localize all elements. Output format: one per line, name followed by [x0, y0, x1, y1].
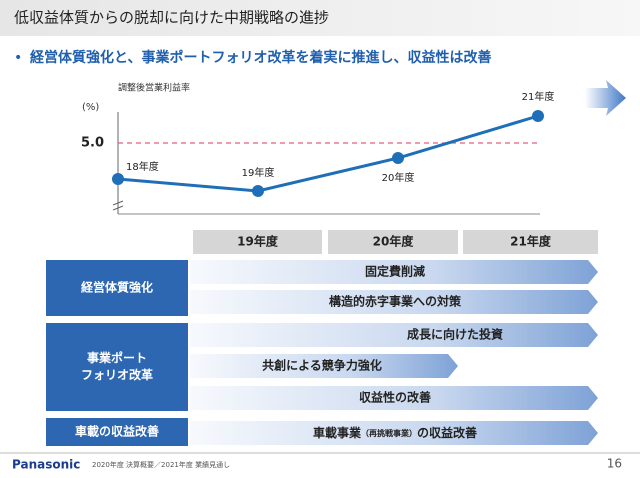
column-header: [193, 230, 322, 254]
initiative-text: 共創による競争力強化: [262, 358, 382, 373]
initiative-text-part: の収益改善: [417, 425, 477, 440]
column-header: [463, 230, 598, 254]
y-axis-title: 調整後営業利益率: [118, 82, 190, 94]
row-group-label: 車載の収益改善: [75, 424, 159, 439]
line: [117, 114, 539, 193]
initiative-arrow: [190, 354, 458, 378]
point-label: 19年度: [242, 166, 275, 179]
point: [112, 173, 124, 185]
initiative-text: 車載事業（再挑戦事業）の収益改善: [313, 425, 477, 440]
column-header-text: 21年度: [510, 234, 552, 249]
initiative-text: 固定費削減: [365, 264, 425, 279]
page-number: 16: [607, 457, 622, 471]
initiative-text: 成長に向けた投資: [407, 327, 503, 342]
initiative-text: 構造的赤字事業への対策: [329, 294, 462, 309]
initiative-arrow: [190, 323, 598, 347]
title-bar: [0, 0, 640, 36]
initiative-arrow: [190, 260, 598, 284]
column-header-text: 19年度: [237, 234, 279, 249]
row-group-label: 事業ポート: [87, 350, 147, 365]
point-label: 21年度: [522, 90, 555, 103]
axis-break: [112, 205, 124, 211]
initiative-arrow: [190, 386, 598, 410]
initiative-text-part: 車載事業: [313, 425, 362, 440]
y-unit: (%): [82, 102, 99, 113]
point: [392, 152, 404, 164]
initiative-text-part: （再挑戦事業）: [361, 428, 417, 438]
bullet-dot: •: [14, 50, 22, 66]
point: [252, 185, 264, 197]
column-header-text: 20年度: [373, 234, 415, 249]
row-group-label: フォリオ改革: [81, 367, 153, 382]
row-group: [46, 418, 188, 446]
row-group: [46, 260, 188, 316]
axis-break: [112, 200, 124, 206]
column-header: [328, 230, 458, 254]
logo: Panasonic: [12, 458, 80, 472]
point-label: 20年度: [382, 171, 415, 184]
y-tick-label: 5.0: [81, 136, 104, 151]
row-group: [46, 323, 188, 411]
slide-title: 低収益体質からの脱却に向けた中期戦略の進捗: [14, 9, 329, 27]
point: [532, 110, 544, 122]
initiative-text: 収益性の改善: [359, 390, 431, 405]
footer-note: 2020年度 決算概要／2021年度 業績見通し: [92, 460, 230, 469]
bullet-text: 経営体質強化と、事業ポートフォリオ改革を着実に推進し、収益性は改善: [30, 49, 491, 66]
initiative-arrow: [190, 290, 598, 314]
initiative-arrow: [190, 421, 598, 445]
row-group-label: 経営体質強化: [81, 280, 153, 295]
decor-arrow: [585, 80, 626, 116]
point-label: 18年度: [126, 160, 159, 173]
